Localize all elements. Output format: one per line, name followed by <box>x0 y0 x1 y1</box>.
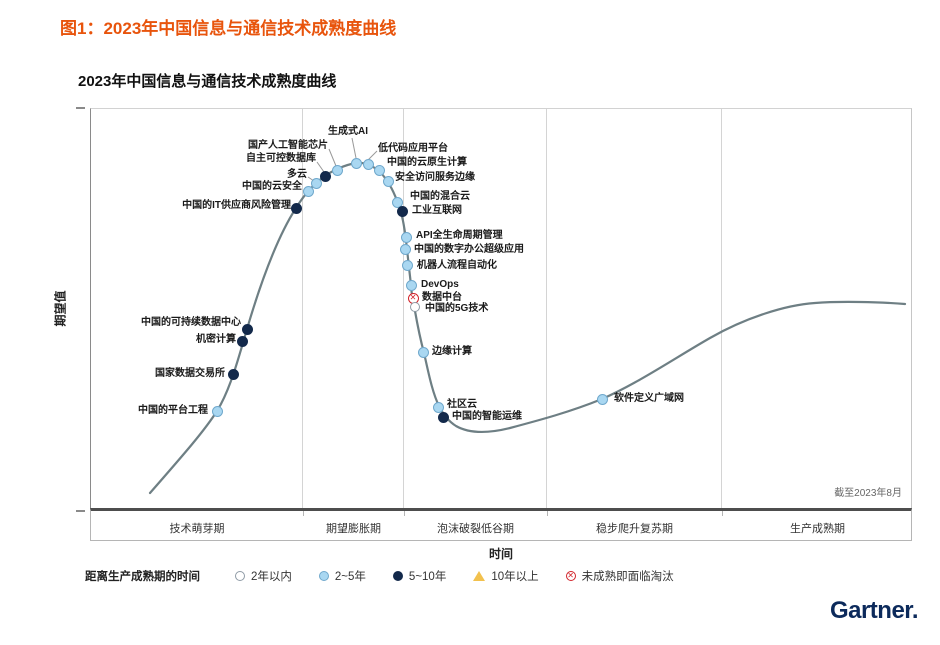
phase-gridline <box>302 109 303 508</box>
legend-item: ✕ 未成熟即面临淘汰 <box>565 568 674 584</box>
data-point-label: 机密计算 <box>196 334 236 345</box>
data-point <box>373 164 385 176</box>
data-point-label: 低代码应用平台 <box>378 143 448 154</box>
phase-gridline <box>546 109 547 508</box>
data-point <box>391 196 403 208</box>
data-point-label: 中国的云原生计算 <box>387 157 467 168</box>
legend: 距离生产成熟期的时间 2年以内 2~5年 5~10年 10年以上 ✕ 未成熟即面临淘汰 <box>85 568 674 584</box>
data-point <box>319 170 331 182</box>
phase-label: 泡沫破裂低谷期 <box>437 523 514 535</box>
phase-tick <box>303 511 304 516</box>
x-axis-label: 时间 <box>488 547 514 561</box>
data-point <box>227 368 239 380</box>
phase-tick <box>404 511 405 516</box>
data-point <box>241 323 253 335</box>
legend-obsolete-icon: ✕ <box>565 571 576 581</box>
data-point <box>410 302 420 312</box>
data-point-label: 多云 <box>287 169 307 180</box>
legend-item: 10年以上 <box>473 568 539 584</box>
data-point <box>211 405 223 417</box>
data-point <box>362 158 374 170</box>
phase-tick <box>722 511 723 516</box>
data-point-label: 中国的智能运维 <box>452 411 522 422</box>
data-point-label: 社区云 <box>447 399 477 410</box>
phase-gridline <box>721 109 722 508</box>
y-axis-tick <box>76 510 85 512</box>
data-point <box>350 157 362 169</box>
legend-item-label: 5~10年 <box>408 571 447 583</box>
data-point <box>396 205 408 217</box>
data-point-label: 中国的可持续数据中心 <box>141 317 241 328</box>
legend-item: 2~5年 <box>318 568 366 584</box>
legend-item-label: 2~5年 <box>334 571 366 583</box>
figure-title: 图1：2023年中国信息与通信技术成熟度曲线 <box>60 19 397 38</box>
data-point <box>331 164 343 176</box>
data-point-label: 中国的云安全 <box>242 181 302 192</box>
phase-label: 技术萌芽期 <box>169 523 225 535</box>
data-point <box>432 401 444 413</box>
data-point-label: 中国的混合云 <box>410 191 470 202</box>
data-point-label: 国产人工智能芯片 <box>248 140 328 151</box>
legend-item-label: 2年以内 <box>251 571 292 583</box>
data-point <box>236 335 248 347</box>
data-point <box>405 279 417 291</box>
label-connector <box>316 161 325 173</box>
legend-gt10-icon <box>473 571 486 581</box>
chart-title: 2023年中国信息与通信技术成熟度曲线 <box>78 73 337 90</box>
data-point <box>302 185 314 197</box>
data-point-label: 国家数据交易所 <box>155 368 225 379</box>
phase-tick <box>547 511 548 516</box>
data-point <box>437 411 449 423</box>
label-connector <box>328 148 337 167</box>
data-point <box>417 346 429 358</box>
data-point-label: 生成式AI <box>328 126 368 137</box>
legend-lt2-icon <box>235 571 245 581</box>
data-point-label: 软件定义广域网 <box>614 393 684 404</box>
x-axis-phase-band: 技术萌芽期 期望膨胀期 泡沫破裂低谷期 稳步爬升复苏期 生产成熟期 <box>90 508 912 541</box>
legend-item: 2年以内 <box>235 568 292 584</box>
data-point <box>399 243 411 255</box>
data-point-label: 机器人流程自动化 <box>417 260 497 271</box>
legend-title: 距离生产成熟期的时间 <box>85 571 200 583</box>
legend-2-5-icon <box>318 571 329 581</box>
data-point <box>400 231 412 243</box>
data-point <box>596 393 608 405</box>
data-point-label: API全生命周期管理 <box>416 230 503 241</box>
data-point <box>290 202 302 214</box>
legend-item-label: 未成熟即面临淘汰 <box>581 571 674 583</box>
legend-item: 5~10年 <box>392 568 447 584</box>
data-point-label: 自主可控数据库 <box>246 153 316 164</box>
data-point-label: DevOps <box>421 279 459 290</box>
data-point <box>401 259 413 271</box>
legend-item-label: 10年以上 <box>491 571 539 583</box>
phase-label: 期望膨胀期 <box>326 523 381 535</box>
data-point-label: 安全访问服务边缘 <box>395 172 475 183</box>
phase-label: 稳步爬升复苏期 <box>596 523 673 535</box>
data-point <box>310 177 322 189</box>
phase-gridline <box>403 109 404 508</box>
data-point-label: 工业互联网 <box>412 205 462 216</box>
data-point-label: 中国的5G技术 <box>425 303 489 314</box>
y-axis-tick <box>76 107 85 109</box>
plot-area <box>90 108 912 508</box>
data-point-label: 边缘计算 <box>432 346 472 357</box>
as-of-note: 截至2023年8月 <box>834 488 902 499</box>
data-point <box>382 175 394 187</box>
label-connector <box>351 137 357 159</box>
data-point-label: 中国的IT供应商风险管理 <box>182 200 291 211</box>
data-point-label: 中国的数字办公超级应用 <box>414 244 524 255</box>
data-point-label: 中国的平台工程 <box>138 405 208 416</box>
legend-5-10-icon <box>392 571 403 581</box>
data-point-label: 数据中台 <box>422 292 462 303</box>
phase-label: 生产成熟期 <box>790 523 845 535</box>
gartner-logo: Gartner. <box>829 597 919 624</box>
